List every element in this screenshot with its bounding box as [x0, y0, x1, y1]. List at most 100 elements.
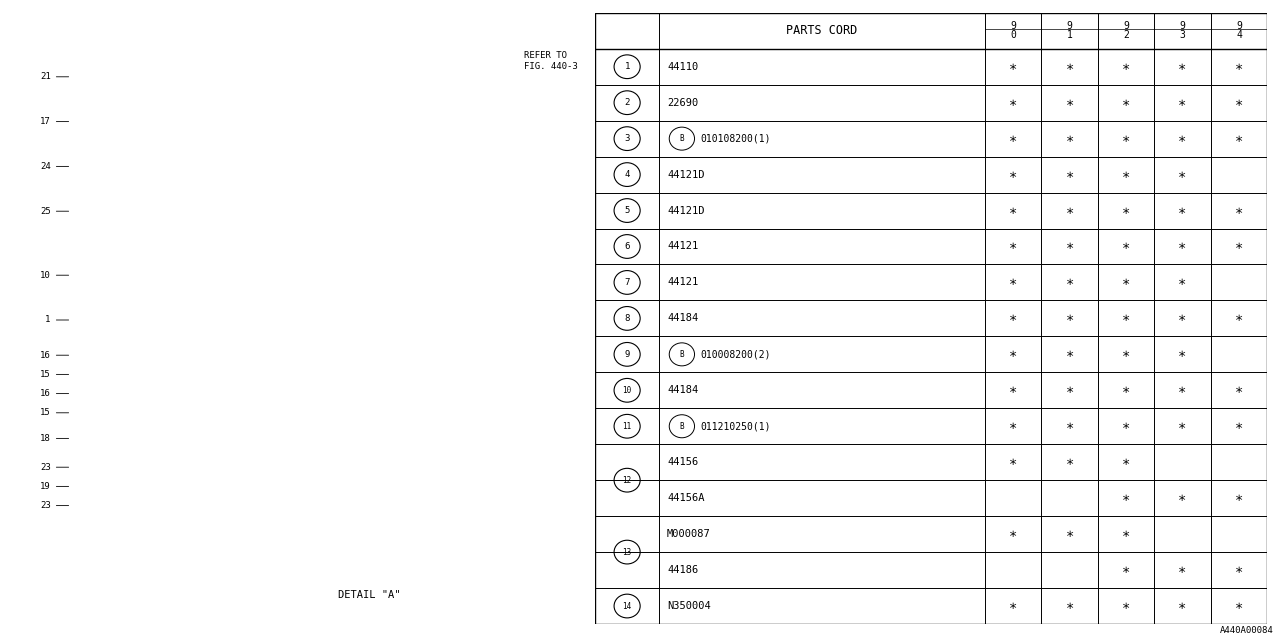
Text: ∗: ∗ [1121, 96, 1130, 109]
Text: 2: 2 [1123, 30, 1129, 40]
Text: 1: 1 [625, 62, 630, 71]
Text: B: B [680, 134, 685, 143]
Text: 9: 9 [1066, 22, 1073, 31]
Text: ∗: ∗ [1009, 132, 1018, 146]
Text: 44121: 44121 [667, 241, 699, 252]
Text: ∗: ∗ [1009, 455, 1018, 469]
Text: DETAIL "A": DETAIL "A" [338, 590, 401, 600]
Text: ∗: ∗ [1009, 599, 1018, 613]
Text: ∗: ∗ [1121, 168, 1130, 182]
Text: ∗: ∗ [1009, 168, 1018, 182]
Text: ∗: ∗ [1121, 419, 1130, 433]
Text: ∗: ∗ [1065, 132, 1074, 146]
Text: 44121: 44121 [667, 278, 699, 287]
Text: 44184: 44184 [667, 385, 699, 396]
Text: 25: 25 [40, 207, 51, 216]
Text: ∗: ∗ [1179, 599, 1187, 613]
Text: ∗: ∗ [1065, 239, 1074, 253]
Text: B: B [680, 422, 685, 431]
Text: ∗: ∗ [1065, 419, 1074, 433]
Text: 13: 13 [622, 548, 632, 557]
Text: 4: 4 [625, 170, 630, 179]
Text: 12: 12 [622, 476, 632, 484]
Text: ∗: ∗ [1179, 239, 1187, 253]
Text: 8: 8 [625, 314, 630, 323]
Text: ∗: ∗ [1179, 383, 1187, 397]
Text: 3: 3 [625, 134, 630, 143]
Text: ∗: ∗ [1235, 599, 1243, 613]
Text: ∗: ∗ [1065, 204, 1074, 218]
Text: N350004: N350004 [667, 601, 710, 611]
Text: ∗: ∗ [1179, 96, 1187, 109]
Text: ∗: ∗ [1179, 312, 1187, 325]
Text: ∗: ∗ [1235, 132, 1243, 146]
Text: ∗: ∗ [1065, 455, 1074, 469]
Text: ∗: ∗ [1179, 275, 1187, 289]
Text: 44121D: 44121D [667, 205, 704, 216]
Text: ∗: ∗ [1009, 348, 1018, 362]
Text: ∗: ∗ [1065, 60, 1074, 74]
Text: ∗: ∗ [1235, 383, 1243, 397]
Text: ∗: ∗ [1121, 455, 1130, 469]
Text: ∗: ∗ [1235, 563, 1243, 577]
Text: ∗: ∗ [1179, 491, 1187, 505]
Text: ∗: ∗ [1009, 527, 1018, 541]
Text: ∗: ∗ [1179, 204, 1187, 218]
Text: ∗: ∗ [1009, 204, 1018, 218]
Text: 44156A: 44156A [667, 493, 704, 503]
Text: ∗: ∗ [1179, 348, 1187, 362]
Text: ∗: ∗ [1009, 275, 1018, 289]
Text: ∗: ∗ [1121, 383, 1130, 397]
Text: 7: 7 [625, 278, 630, 287]
Text: ∗: ∗ [1009, 419, 1018, 433]
Text: ∗: ∗ [1121, 132, 1130, 146]
Text: 010008200(2): 010008200(2) [700, 349, 771, 359]
Text: 0: 0 [1010, 30, 1016, 40]
Text: M000087: M000087 [667, 529, 710, 539]
Text: 24: 24 [40, 162, 51, 171]
Text: 23: 23 [40, 501, 51, 510]
Text: 011210250(1): 011210250(1) [700, 421, 771, 431]
Text: ∗: ∗ [1235, 96, 1243, 109]
Text: B: B [680, 350, 685, 359]
Text: ∗: ∗ [1009, 383, 1018, 397]
Text: 10: 10 [622, 386, 632, 395]
Text: 14: 14 [622, 602, 632, 611]
Text: 19: 19 [40, 482, 51, 491]
Text: ∗: ∗ [1065, 527, 1074, 541]
Text: 5: 5 [625, 206, 630, 215]
Text: ∗: ∗ [1009, 239, 1018, 253]
Text: ∗: ∗ [1235, 60, 1243, 74]
Text: ∗: ∗ [1065, 96, 1074, 109]
Text: ∗: ∗ [1121, 204, 1130, 218]
Text: ∗: ∗ [1065, 599, 1074, 613]
Text: 21: 21 [40, 72, 51, 81]
Text: 11: 11 [622, 422, 632, 431]
Text: ∗: ∗ [1009, 60, 1018, 74]
Text: ∗: ∗ [1121, 60, 1130, 74]
Text: A440A00084: A440A00084 [1220, 626, 1274, 635]
Text: 2: 2 [625, 98, 630, 107]
Text: 1: 1 [45, 316, 51, 324]
Text: 16: 16 [40, 351, 51, 360]
Text: ∗: ∗ [1065, 383, 1074, 397]
Text: 010108200(1): 010108200(1) [700, 134, 771, 143]
Text: ∗: ∗ [1121, 348, 1130, 362]
Text: 44186: 44186 [667, 565, 699, 575]
Text: 3: 3 [1180, 30, 1185, 40]
Text: ∗: ∗ [1121, 527, 1130, 541]
Text: REFER TO
FIG. 440-3: REFER TO FIG. 440-3 [524, 51, 577, 70]
Text: ∗: ∗ [1065, 168, 1074, 182]
Text: 9: 9 [625, 350, 630, 359]
Text: ∗: ∗ [1235, 204, 1243, 218]
Text: ∗: ∗ [1179, 168, 1187, 182]
Text: ∗: ∗ [1235, 491, 1243, 505]
Text: ∗: ∗ [1121, 275, 1130, 289]
Text: 18: 18 [40, 434, 51, 443]
Text: 9: 9 [1123, 22, 1129, 31]
Text: ∗: ∗ [1235, 239, 1243, 253]
Text: 44121D: 44121D [667, 170, 704, 180]
Text: ∗: ∗ [1121, 312, 1130, 325]
Text: 15: 15 [40, 408, 51, 417]
Text: ∗: ∗ [1065, 275, 1074, 289]
